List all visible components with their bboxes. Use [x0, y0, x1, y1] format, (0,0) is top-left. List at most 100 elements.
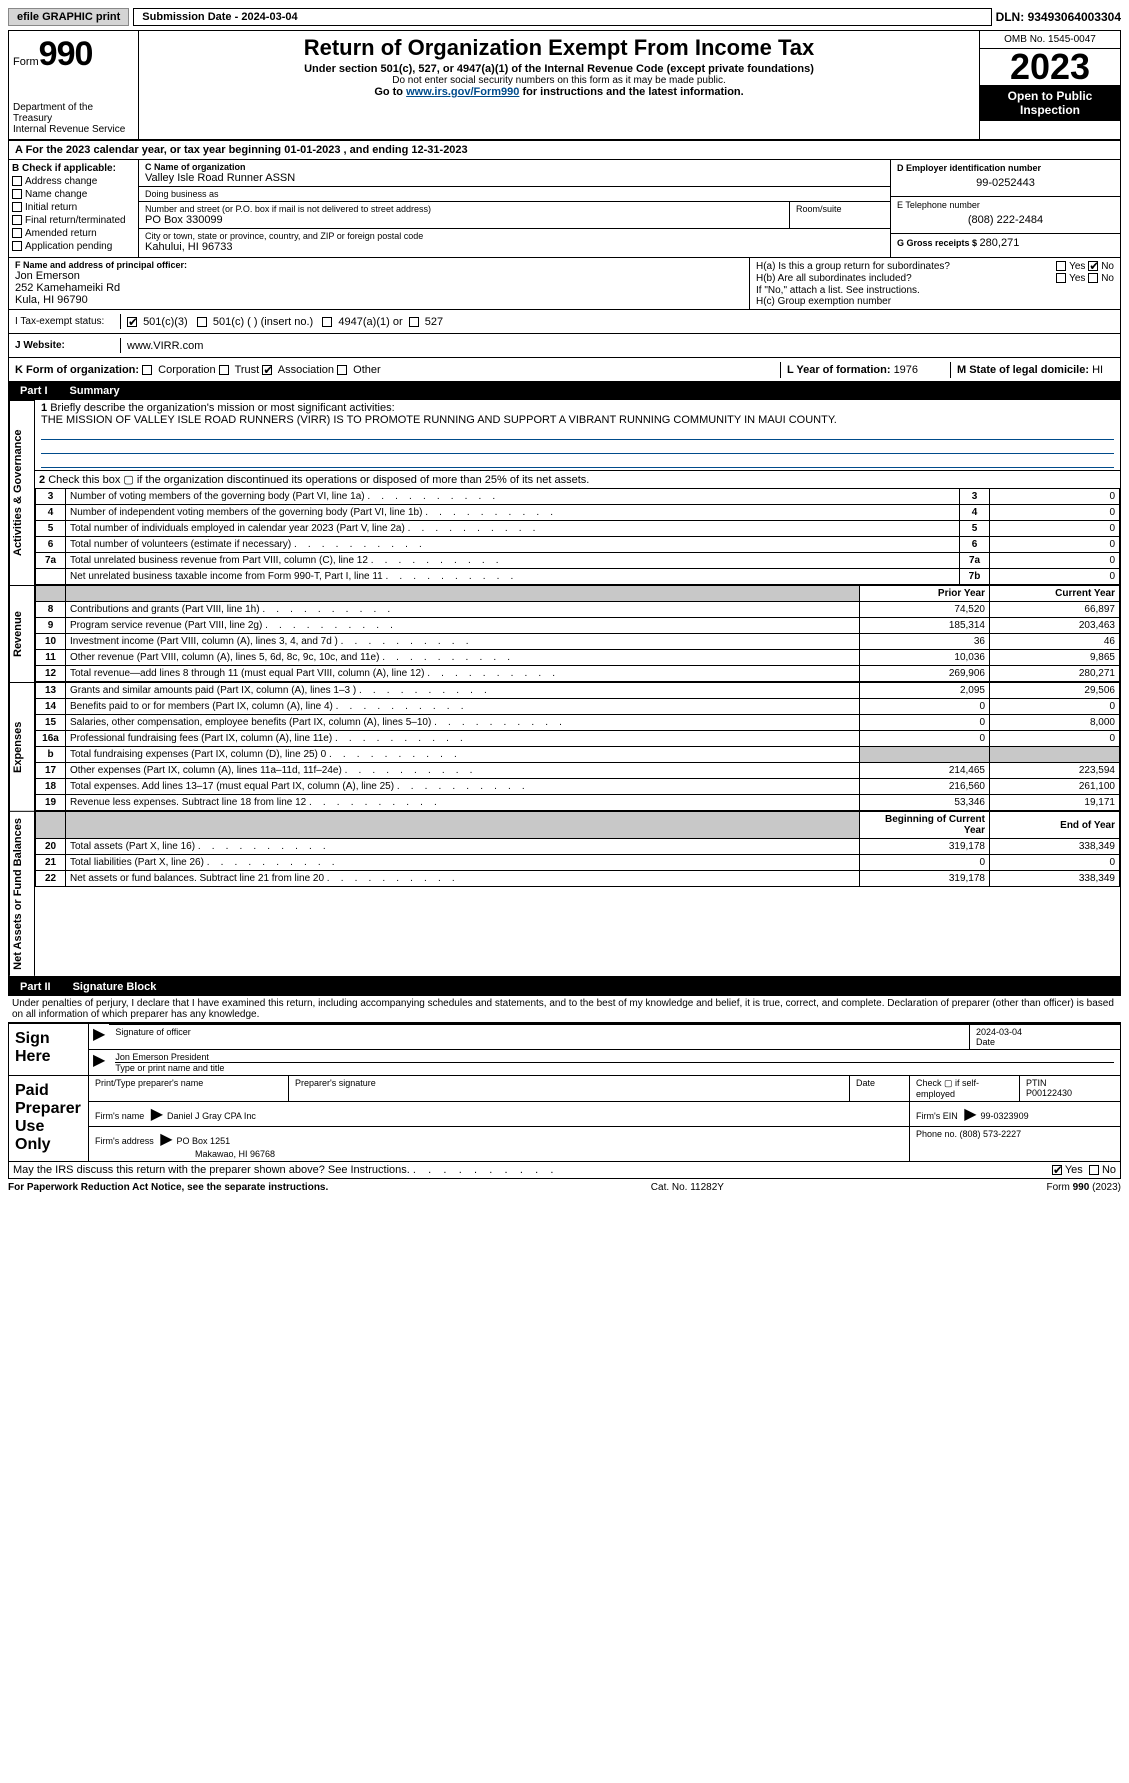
checkbox-icon[interactable]	[1088, 273, 1098, 283]
summary-netassets-section: Net Assets or Fund Balances Beginning of…	[8, 811, 1121, 978]
website-row: J Website: www.VIRR.com	[8, 334, 1121, 358]
checkbox-checked-icon[interactable]	[262, 365, 272, 375]
checkbox-icon[interactable]	[12, 202, 22, 212]
perjury-text: Under penalties of perjury, I declare th…	[8, 996, 1121, 1022]
expenses-table: 13Grants and similar amounts paid (Part …	[35, 682, 1120, 811]
checkbox-icon[interactable]	[12, 215, 22, 225]
sig-officer-label: Signature of officer	[115, 1027, 963, 1037]
table-row: 16aProfessional fundraising fees (Part I…	[36, 731, 1120, 747]
checkbox-checked-icon[interactable]	[127, 317, 137, 327]
part2-num: Part II	[8, 978, 63, 996]
check-final-return[interactable]: Final return/terminated	[12, 215, 135, 226]
table-row: 17Other expenses (Part IX, column (A), l…	[36, 763, 1120, 779]
table-row: 19Revenue less expenses. Subtract line 1…	[36, 795, 1120, 811]
check-applicable-col: B Check if applicable: Address change Na…	[9, 160, 139, 257]
website-label: J Website:	[9, 338, 121, 353]
firm-name-label: Firm's name	[95, 1111, 147, 1121]
phone-value: (808) 222-2484	[897, 210, 1114, 230]
checkbox-checked-icon[interactable]	[1052, 1165, 1062, 1175]
firm-phone-label: Phone no.	[916, 1129, 960, 1139]
submission-date-label: Submission Date -	[142, 11, 241, 23]
self-employed-check[interactable]: Check ▢ if self-employed	[910, 1076, 1020, 1101]
summary-governance-section: Activities & Governance 1 Briefly descri…	[8, 400, 1121, 585]
top-bar: efile GRAPHIC print Submission Date - 20…	[8, 8, 1121, 26]
website-value[interactable]: www.VIRR.com	[121, 338, 1120, 354]
check-amended-return[interactable]: Amended return	[12, 228, 135, 239]
checkbox-icon[interactable]	[1056, 261, 1066, 271]
type-name-label: Type or print name and title	[115, 1062, 1114, 1073]
check-app-pending[interactable]: Application pending	[12, 241, 135, 252]
firm-ein-value: 99-0323909	[981, 1111, 1029, 1121]
footer: For Paperwork Reduction Act Notice, see …	[8, 1179, 1121, 1196]
checkbox-icon[interactable]	[142, 365, 152, 375]
form-header: Form990 Department of the Treasury Inter…	[8, 30, 1121, 141]
arrow-icon: ▶	[960, 1106, 980, 1123]
checkbox-icon[interactable]	[12, 176, 22, 186]
check-name-change[interactable]: Name change	[12, 189, 135, 200]
side-revenue: Revenue	[9, 585, 35, 682]
checkbox-icon[interactable]	[1056, 273, 1066, 283]
prep-sig-label: Preparer's signature	[289, 1076, 850, 1101]
mission-line	[41, 440, 1114, 454]
taxex-501c: 501(c) ( ) (insert no.)	[213, 316, 313, 328]
check-initial-return[interactable]: Initial return	[12, 202, 135, 213]
checkbox-icon[interactable]	[12, 241, 22, 251]
footer-year: 2023	[1095, 1182, 1117, 1193]
room-label: Room/suite	[796, 204, 884, 214]
dln-label: DLN:	[996, 10, 1028, 24]
part1-num: Part I	[8, 382, 60, 400]
calyear-mid: , and ending	[344, 144, 412, 156]
firm-ein-label: Firm's EIN	[916, 1111, 960, 1121]
checkbox-icon[interactable]	[337, 365, 347, 375]
efile-print-button[interactable]: efile GRAPHIC print	[8, 8, 129, 26]
check-lbl-0: Address change	[25, 176, 97, 187]
calyear-begin: 01-01-2023	[284, 144, 340, 156]
footer-form-num: 990	[1073, 1182, 1090, 1193]
prep-date-label: Date	[850, 1076, 910, 1101]
table-row: Net unrelated business taxable income fr…	[36, 569, 1120, 585]
arrow-icon: ▶	[89, 1024, 109, 1049]
dln: DLN: 93493064003304	[996, 10, 1121, 24]
goto-post: for instructions and the latest informat…	[519, 86, 743, 98]
hc-label: H(c) Group exemption number	[756, 296, 1114, 307]
arrow-icon: ▶	[147, 1106, 167, 1123]
officer-name-title: Jon Emerson President	[115, 1052, 1114, 1062]
irs-link[interactable]: www.irs.gov/Form990	[406, 86, 519, 98]
revenue-table: Prior YearCurrent Year8Contributions and…	[35, 585, 1120, 682]
q1-label: Briefly describe the organization's miss…	[50, 402, 394, 414]
table-row: 14Benefits paid to or for members (Part …	[36, 699, 1120, 715]
checkbox-icon[interactable]	[1089, 1165, 1099, 1175]
firm-addr-label: Firm's address	[95, 1136, 156, 1146]
dba-label: Doing business as	[145, 189, 884, 199]
calendar-year-row: A For the 2023 calendar year, or tax yea…	[8, 141, 1121, 160]
officer-city: Kula, HI 96790	[15, 294, 743, 306]
table-row: 12Total revenue—add lines 8 through 11 (…	[36, 666, 1120, 682]
cat-no: Cat. No. 11282Y	[651, 1182, 724, 1193]
yes-label: Yes	[1069, 273, 1085, 284]
firm-addr1: PO Box 1251	[177, 1136, 231, 1146]
checkbox-icon[interactable]	[12, 228, 22, 238]
table-header-row: Beginning of Current YearEnd of Year	[36, 812, 1120, 839]
governance-table: 3Number of voting members of the governi…	[35, 488, 1120, 585]
checkbox-icon[interactable]	[322, 317, 332, 327]
q2-label: Check this box ▢ if the organization dis…	[48, 474, 589, 486]
taxex-label: I Tax-exempt status:	[9, 314, 121, 329]
may-irs-row: May the IRS discuss this return with the…	[8, 1162, 1121, 1179]
check-address-change[interactable]: Address change	[12, 176, 135, 187]
no-label: No	[1101, 273, 1114, 284]
gross-receipts-value: 280,271	[980, 237, 1020, 249]
form-number: Form990	[13, 35, 134, 74]
checkbox-icon[interactable]	[12, 189, 22, 199]
mission-line	[41, 426, 1114, 440]
checkbox-icon[interactable]	[409, 317, 419, 327]
officer-street: 252 Kamehameiki Rd	[15, 282, 743, 294]
table-row: 3Number of voting members of the governi…	[36, 489, 1120, 505]
checkbox-icon[interactable]	[219, 365, 229, 375]
dept-label: Department of the Treasury	[13, 102, 134, 124]
table-row: 21Total liabilities (Part X, line 26)00	[36, 855, 1120, 871]
part1-title: Summary	[60, 382, 1121, 400]
checkbox-icon[interactable]	[197, 317, 207, 327]
firm-addr2: Makawao, HI 96768	[195, 1149, 275, 1159]
hb-note: If "No," attach a list. See instructions…	[756, 285, 1114, 296]
checkbox-checked-icon[interactable]	[1088, 261, 1098, 271]
